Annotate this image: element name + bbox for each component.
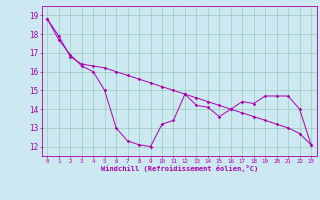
X-axis label: Windchill (Refroidissement éolien,°C): Windchill (Refroidissement éolien,°C): [100, 165, 258, 172]
